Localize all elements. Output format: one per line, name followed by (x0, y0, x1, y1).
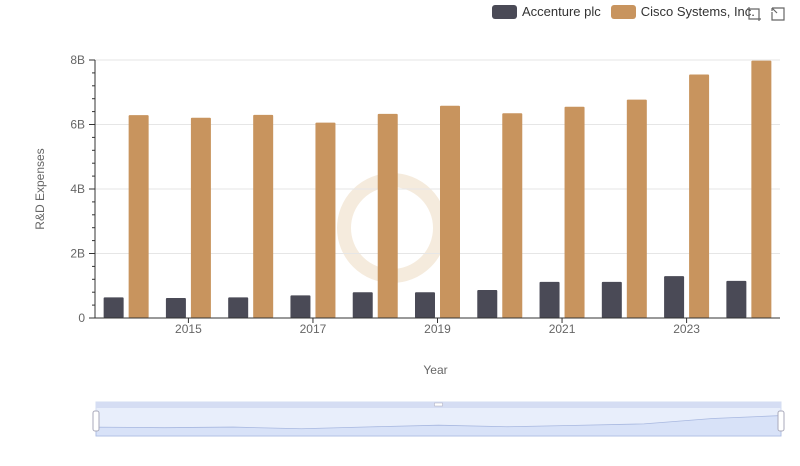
bar-cisco-2017[interactable] (315, 122, 336, 318)
y-tick-label: 4B (70, 182, 85, 196)
x-tick-label: 2021 (549, 322, 576, 336)
bar-cisco-2018[interactable] (377, 113, 398, 318)
x-tick-label: 2019 (424, 322, 451, 336)
y-tick-label: 6B (70, 118, 85, 132)
bar-accenture-2017[interactable] (290, 295, 311, 318)
bar-cisco-2021[interactable] (564, 106, 585, 318)
toolbox (746, 6, 786, 22)
bar-cisco-2023[interactable] (689, 74, 710, 318)
bar-cisco-2015[interactable] (190, 117, 211, 318)
bar-accenture-2014[interactable] (103, 297, 124, 318)
x-axis-title: Year (423, 363, 447, 377)
bar-cisco-2022[interactable] (626, 99, 647, 318)
bar-accenture-2022[interactable] (601, 281, 622, 318)
legend-swatch-accenture (492, 4, 517, 19)
data-zoom-move-handle[interactable] (434, 402, 443, 407)
bar-accenture-2023[interactable] (664, 276, 685, 318)
data-zoom-handle-right[interactable] (777, 410, 785, 432)
zoom-icon[interactable] (746, 6, 762, 22)
bar-cisco-2019[interactable] (440, 105, 460, 318)
bar-accenture-2018[interactable] (352, 292, 373, 318)
legend-label-cisco: Cisco Systems, Inc. (640, 4, 755, 19)
y-tick-label: 0 (78, 311, 85, 325)
x-tick-label: 2023 (673, 322, 700, 336)
bar-accenture-2020[interactable] (477, 289, 498, 318)
legend-item-accenture[interactable]: Accenture plc (492, 4, 601, 19)
bar-cisco-2024[interactable] (751, 60, 772, 319)
y-tick-label: 8B (70, 53, 85, 67)
bar-cisco-2020[interactable] (502, 113, 523, 319)
legend: Accenture plc Cisco Systems, Inc. (492, 4, 755, 19)
y-axis-title: R&D Expenses (33, 148, 47, 229)
bar-accenture-2015[interactable] (165, 298, 186, 318)
y-tick-label: 2B (70, 247, 85, 261)
bar-accenture-2019[interactable] (415, 292, 435, 318)
x-tick-label: 2015 (175, 322, 202, 336)
bar-cisco-2016[interactable] (253, 114, 274, 318)
restore-icon[interactable] (770, 6, 786, 22)
data-zoom-preview (95, 415, 782, 437)
legend-swatch-cisco (610, 4, 636, 19)
legend-item-cisco[interactable]: Cisco Systems, Inc. (610, 4, 755, 19)
data-zoom-handle-left[interactable] (92, 410, 100, 432)
bar-accenture-2016[interactable] (228, 297, 249, 318)
legend-label-accenture: Accenture plc (522, 4, 601, 19)
bar-cisco-2014[interactable] (128, 115, 149, 319)
bar-accenture-2024[interactable] (726, 280, 747, 318)
bar-accenture-2021[interactable] (539, 281, 560, 318)
x-tick-label: 2017 (300, 322, 327, 336)
